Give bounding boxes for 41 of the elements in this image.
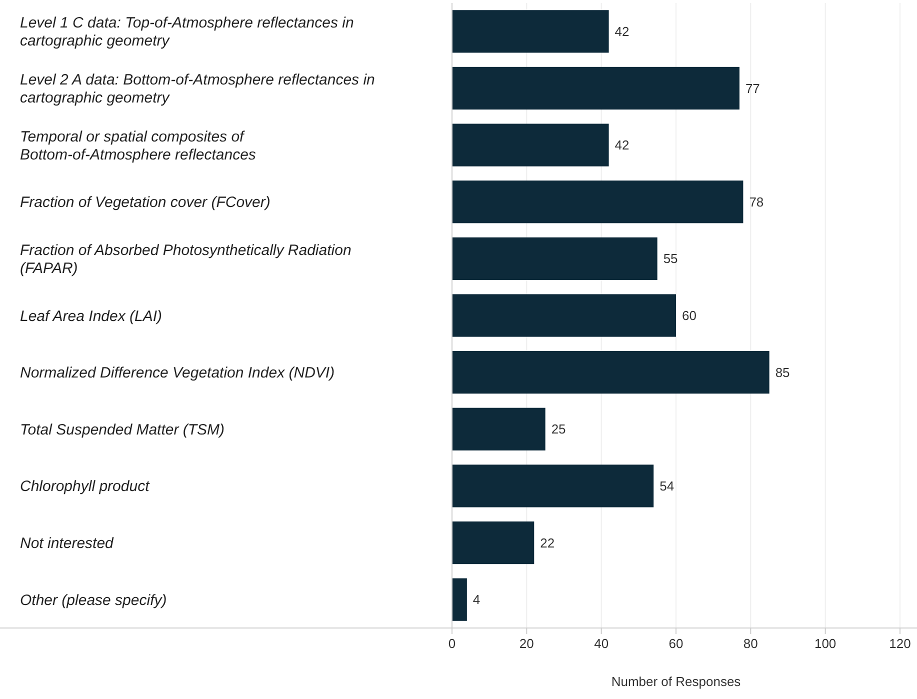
bar [452, 66, 740, 110]
x-tick-label: 120 [889, 636, 911, 651]
x-tick-label: 0 [448, 636, 456, 651]
data-label: 77 [745, 80, 760, 96]
y-tick-label: Total Suspended Matter (TSM) [20, 421, 225, 438]
data-label: 54 [660, 478, 674, 494]
data-label: 4 [472, 592, 480, 608]
bar [452, 578, 467, 621]
x-tick-label: 100 [814, 636, 836, 651]
bar [452, 351, 770, 394]
y-tick-label: Level 1 C data: Top-of-Atmosphere reflectances in cartographic geometry [20, 14, 354, 50]
data-label: 22 [540, 535, 555, 550]
bar [452, 464, 654, 508]
y-tick-label: Temporal or spatial composites of Bottom-of-Atmosphere reflectances [20, 128, 256, 164]
y-tick-label: Level 2 A data: Bottom-of-Atmosphere reflectances in cartographic geometry [20, 71, 375, 106]
bar [452, 294, 676, 337]
y-tick-label: Chlorophyll product [20, 478, 150, 496]
y-tick-label: Not interested [20, 535, 114, 552]
y-tick-label: Leaf Area Index (LAI) [20, 308, 162, 325]
data-label: 60 [682, 308, 696, 324]
x-tick-label: 80 [743, 636, 758, 651]
bar [452, 521, 534, 564]
y-tick-label: Other (please specify) [20, 592, 167, 609]
bar [452, 124, 609, 166]
y-tick-label: Fraction of Absorbed Photosynthetically Radiation (FAPAR) [20, 242, 352, 277]
x-tick-label: 60 [668, 636, 684, 651]
data-label: 55 [663, 251, 678, 266]
x-axis-title: Number of Responses [611, 674, 742, 689]
bar [452, 180, 744, 224]
y-tick-label: Normalized Difference Vegetation Index (NDVI) [20, 364, 335, 382]
bar [452, 237, 658, 280]
x-tick-label: 40 [594, 636, 609, 651]
y-tick-label: Fraction of Vegetation cover (FCover) [20, 194, 270, 212]
data-label: 25 [551, 422, 566, 437]
bar [452, 408, 546, 450]
bar [452, 10, 609, 53]
data-label: 42 [614, 138, 630, 153]
data-label: 85 [775, 364, 790, 380]
x-tick-label: 20 [519, 636, 534, 651]
data-label: 78 [749, 194, 764, 210]
data-label: 42 [614, 24, 630, 39]
